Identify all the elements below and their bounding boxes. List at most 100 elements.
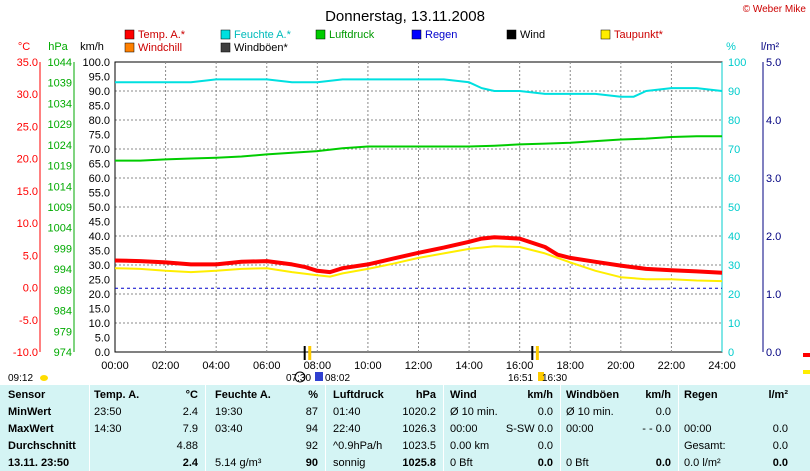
sunrise-time-2: 08:02 (325, 373, 350, 384)
rain-tick-label: 3.0 (766, 173, 781, 185)
chart-title: Donnerstag, 13.11.2008 (325, 8, 485, 25)
table-cell: 23:50 (94, 406, 122, 418)
sunset-time-2: 16:30 (542, 373, 567, 384)
table-header-cell: Regen (684, 389, 718, 401)
wind-tick-label: 35.0 (89, 246, 110, 258)
legend-swatch (220, 42, 231, 53)
legend-label: Temp. A.* (138, 29, 186, 41)
wind-tick-label: 60.0 (89, 173, 110, 185)
table-header-cell: Feuchte A. (215, 389, 271, 401)
wind-tick-label: 45.0 (89, 217, 110, 229)
table-cell: 1020.2 (402, 406, 436, 418)
table-cell: 1025.8 (402, 457, 436, 469)
pressure-tick-label: 1019 (48, 161, 72, 173)
table-cell: 90 (305, 457, 318, 469)
x-tick-label: 20:00 (607, 360, 635, 372)
legend-swatch (411, 29, 422, 40)
pressure-tick-label: 1034 (48, 98, 72, 110)
x-tick-label: 08:00 (304, 360, 332, 372)
temp-tick-label: 25.0 (17, 121, 38, 133)
wind-tick-label: 50.0 (89, 202, 110, 214)
table-cell: 7.9 (182, 423, 198, 435)
series-layer (114, 78, 723, 289)
x-tick-label: 02:00 (152, 360, 180, 372)
moon-time: 09:12 (8, 373, 33, 384)
temp-unit-label: °C (18, 41, 30, 53)
wind-tick-label: 95.0 (89, 72, 110, 84)
series-line (114, 235, 723, 275)
legend-label: Feuchte A.* (234, 29, 292, 41)
pressure-tick-label: 1014 (48, 181, 72, 193)
pressure-tick-label: 1044 (48, 57, 72, 69)
x-tick-label: 10:00 (354, 360, 382, 372)
table-cell: 0.0 (537, 457, 553, 469)
humidity-tick-label: 20 (728, 289, 740, 301)
wind-tick-label: 40.0 (89, 231, 110, 243)
wind-tick-label: 5.0 (95, 333, 110, 345)
table-cell: ^0.9hPa/h (333, 440, 383, 452)
temp-tick-label: 15.0 (17, 186, 38, 198)
wind-tick-label: 85.0 (89, 101, 110, 113)
table-cell: 0 Bft (450, 457, 473, 469)
x-tick-label: 16:00 (506, 360, 534, 372)
pressure-tick-label: 1039 (48, 78, 72, 90)
table-cell: - - 0.0 (642, 423, 671, 435)
legend-swatch (600, 29, 611, 40)
table-header-cell: hPa (415, 389, 436, 401)
legend-swatch (124, 29, 135, 40)
table-cell: 87 (305, 406, 318, 418)
axes: 35.0 30.0 25.0 20.0 15.0 10.0 5.0 0.0 -5.0 -10.0 1… (13, 57, 781, 372)
table-cell: MinWert (8, 406, 52, 418)
table-cell: 0 Bft (566, 457, 589, 469)
credit-text: © Weber Mike (743, 4, 807, 15)
legend-label: Windböen* (234, 42, 289, 54)
table-cell: Durchschnitt (8, 440, 76, 452)
table-header-cell: l/m² (768, 389, 788, 401)
x-tick-label: 14:00 (455, 360, 483, 372)
table-cell: 03:40 (215, 423, 243, 435)
table-divider (443, 385, 444, 471)
table-cell: 0.0 (772, 423, 788, 435)
wind-tick-label: 0.0 (95, 347, 110, 359)
sunrise-time: 07:30 (286, 373, 311, 384)
wind-tick-label: 10.0 (89, 318, 110, 330)
x-tick-label: 12:00 (405, 360, 433, 372)
temp-tick-label: -10.0 (13, 347, 38, 359)
table-cell: 94 (305, 423, 318, 435)
pressure-tick-label: 994 (54, 264, 72, 276)
wind-tick-label: 20.0 (89, 289, 110, 301)
legend-label: Luftdruck (329, 29, 375, 41)
legend-swatch (220, 29, 231, 40)
humidity-unit-label: % (726, 41, 736, 53)
wind-tick-label: 75.0 (89, 130, 110, 142)
table-cell: 0.0 (537, 440, 553, 452)
table-cell: Ø 10 min. (450, 406, 498, 418)
wind-tick-label: 25.0 (89, 275, 110, 287)
table-divider (560, 385, 561, 471)
table-cell: 0.0 (772, 457, 788, 469)
table-cell: 0.0 (772, 440, 788, 452)
table-cell: 92 (305, 440, 318, 452)
temp-tick-label: 30.0 (17, 89, 38, 101)
statistics-table: Sensor Temp. A. °C Feuchte A.% Luftdruck hPa W… (0, 385, 810, 471)
table-cell: 1023.5 (402, 440, 436, 452)
legend: Temp. A.* Feuchte A.* Luftdruck Regen Wind Ta… (124, 29, 664, 54)
temp-tick-label: 20.0 (17, 154, 38, 166)
pressure-tick-label: 989 (54, 285, 72, 297)
table-cell: 13.11. 23:50 (8, 457, 70, 469)
temp-tick-label: 5.0 (23, 250, 38, 262)
temp-tick-label: 0.0 (23, 283, 38, 295)
humidity-tick-label: 50 (728, 202, 740, 214)
pressure-tick-label: 1004 (48, 223, 72, 235)
pressure-unit-label: hPa (48, 41, 68, 53)
rain-tick-label: 0.0 (766, 347, 781, 359)
table-divider (89, 385, 90, 471)
table-divider (325, 385, 326, 471)
temp-tick-label: -5.0 (19, 315, 38, 327)
humidity-tick-label: 0 (728, 347, 734, 359)
wind-tick-label: 15.0 (89, 304, 110, 316)
table-cell: 4.88 (176, 440, 198, 452)
humidity-tick-label: 90 (728, 86, 740, 98)
wind-tick-label: 30.0 (89, 260, 110, 272)
table-header-cell: Temp. A. (94, 389, 140, 401)
